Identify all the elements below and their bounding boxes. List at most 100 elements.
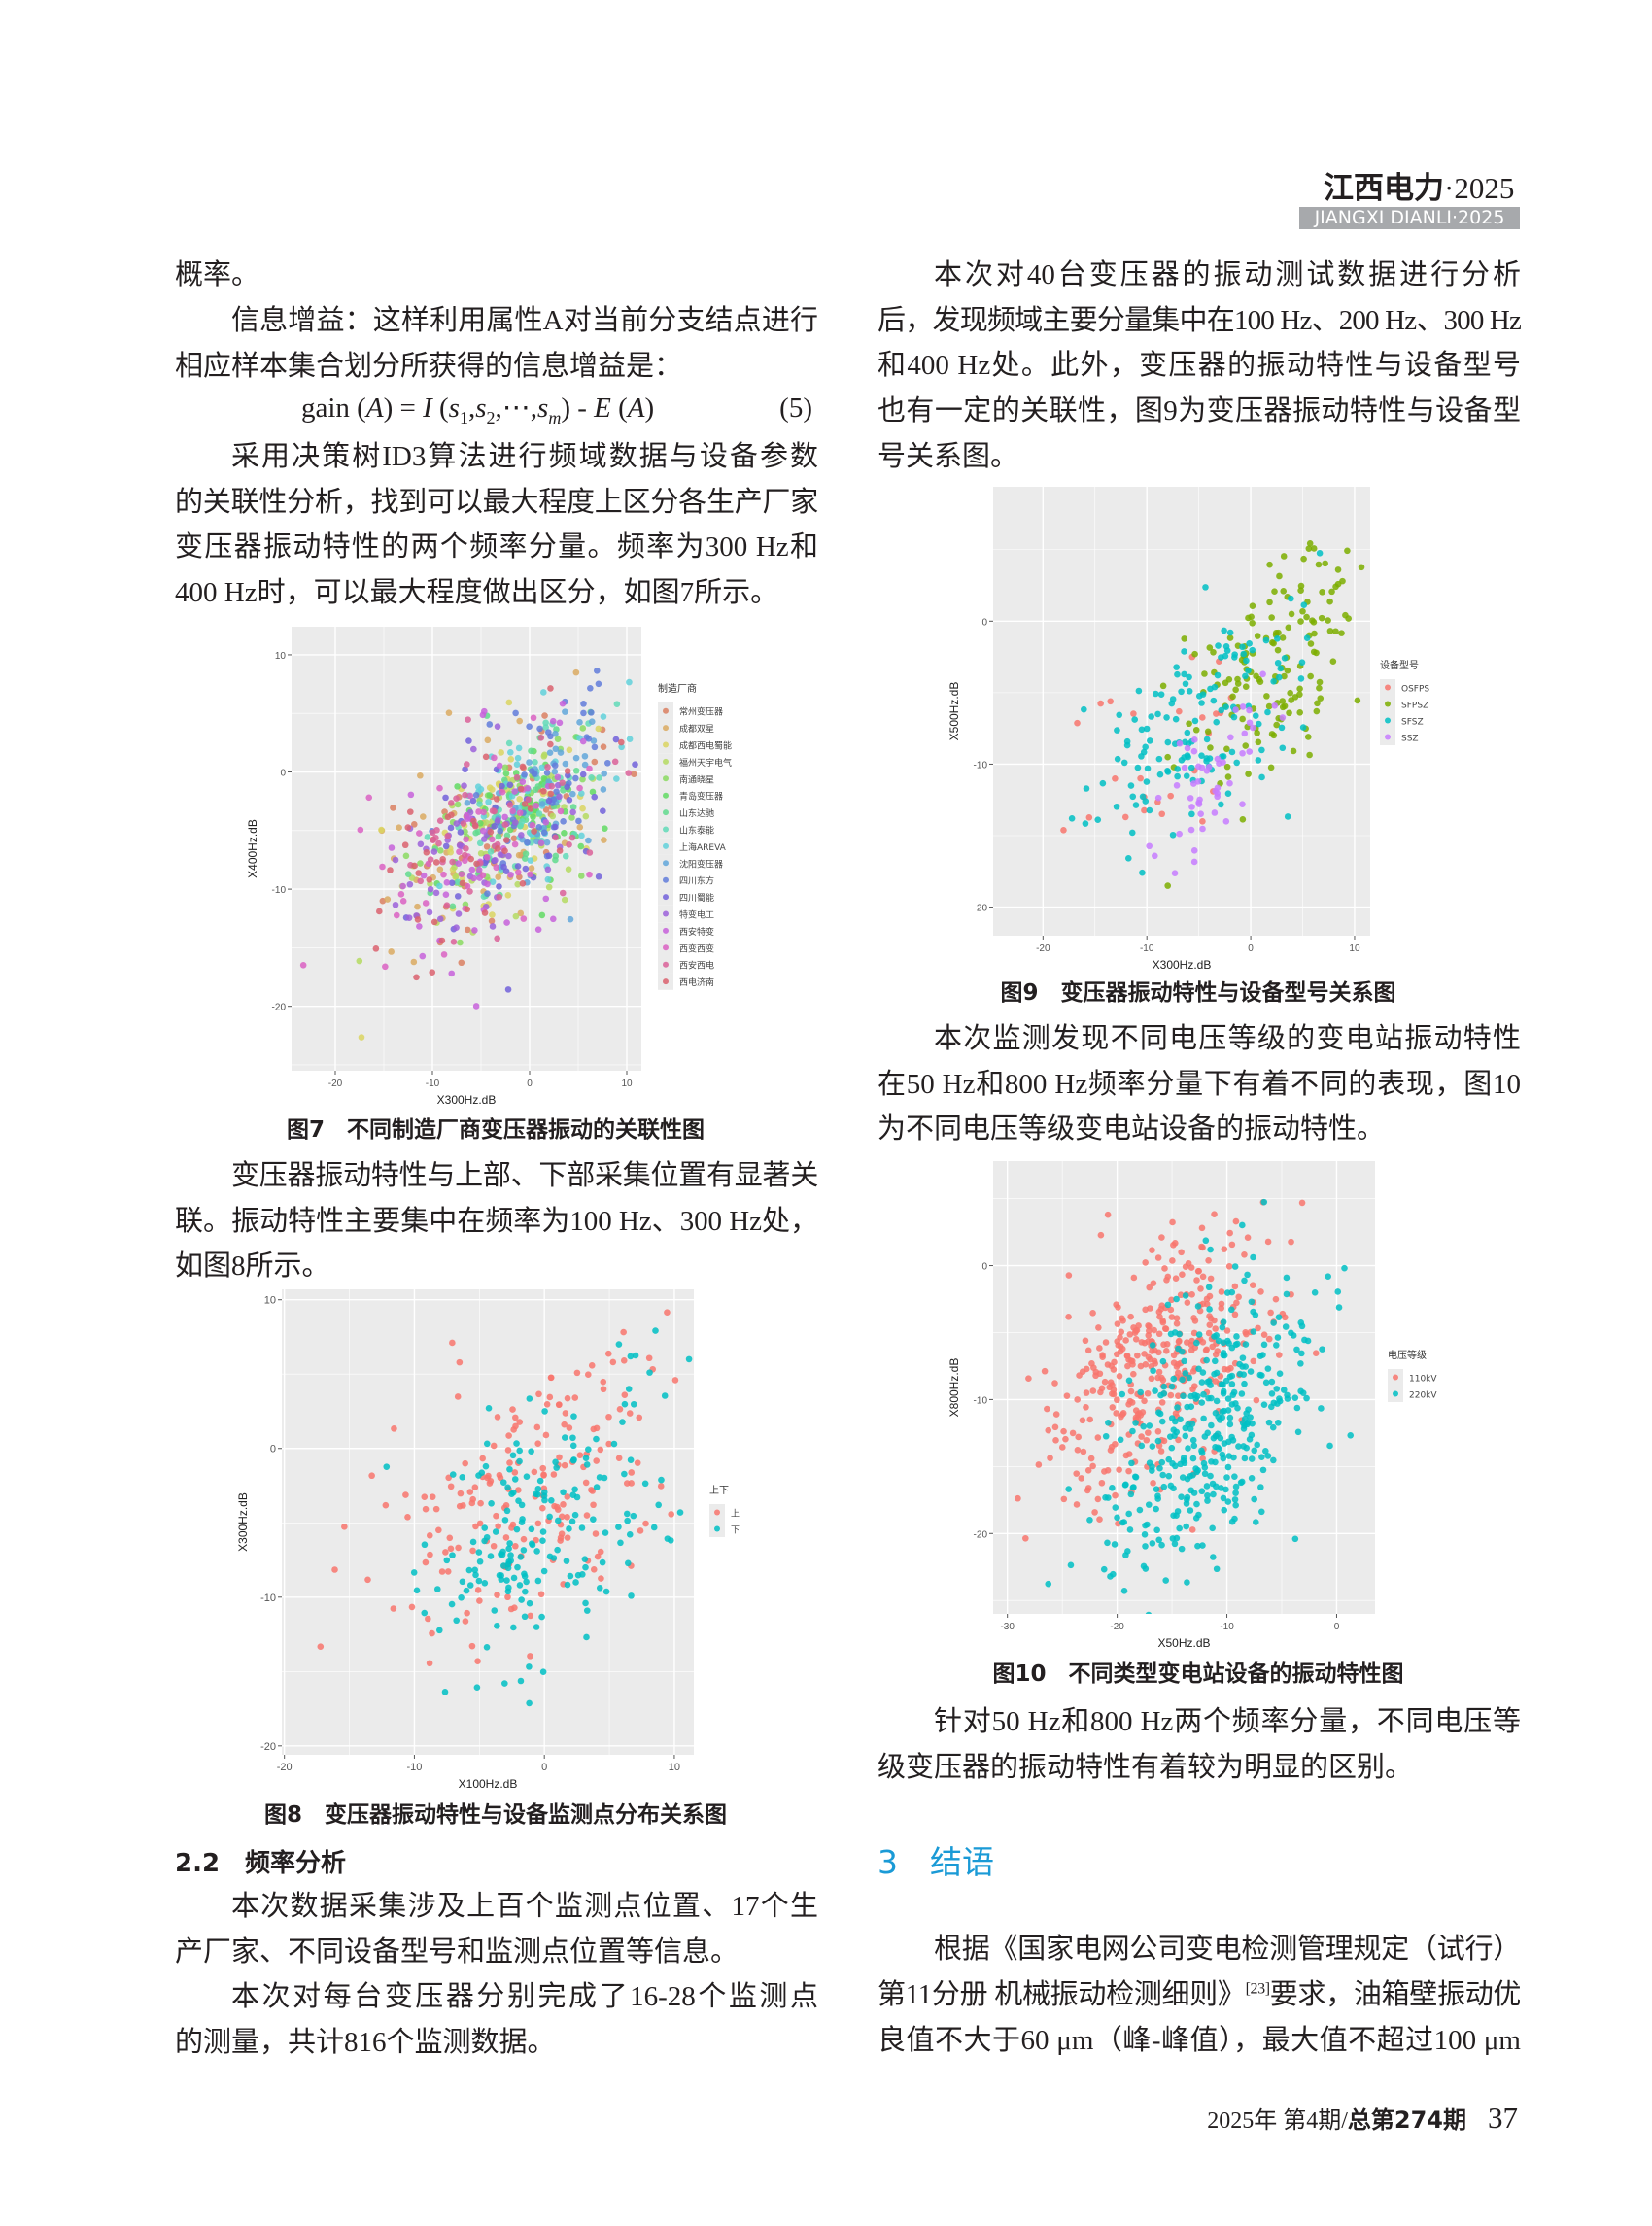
data-point bbox=[1195, 1267, 1203, 1275]
data-point bbox=[1174, 1344, 1181, 1351]
data-point bbox=[524, 784, 532, 792]
data-point bbox=[450, 870, 457, 877]
data-point bbox=[1319, 1346, 1325, 1353]
data-point bbox=[430, 873, 436, 881]
legend-swatch bbox=[1385, 701, 1391, 707]
data-point bbox=[503, 919, 510, 926]
paragraph-line: 和400 Hz处。此外，变压器的振动特性与设备型号 bbox=[878, 350, 1521, 382]
data-point bbox=[1187, 1472, 1194, 1480]
data-point bbox=[556, 843, 564, 851]
data-point bbox=[1132, 1473, 1140, 1481]
data-point bbox=[540, 829, 548, 837]
data-point bbox=[1175, 1369, 1182, 1377]
data-point bbox=[491, 754, 498, 762]
data-point bbox=[502, 868, 510, 874]
data-point bbox=[1156, 1410, 1164, 1418]
data-point bbox=[1127, 1490, 1135, 1498]
data-point bbox=[1214, 671, 1222, 679]
paragraph-line: 级变压器的振动特性有着较为明显的区别。 bbox=[878, 1751, 1414, 1783]
data-point bbox=[518, 851, 525, 859]
data-point bbox=[1190, 780, 1197, 787]
data-point bbox=[1114, 1396, 1120, 1404]
data-point bbox=[1170, 1375, 1178, 1383]
data-point bbox=[1200, 1390, 1207, 1398]
data-point bbox=[1220, 1381, 1226, 1388]
data-point bbox=[1022, 1534, 1029, 1542]
data-point bbox=[379, 863, 386, 871]
data-point bbox=[1347, 1432, 1355, 1439]
data-point bbox=[1060, 1427, 1067, 1435]
data-point bbox=[1184, 1496, 1190, 1503]
data-point bbox=[1233, 759, 1240, 767]
data-point bbox=[1223, 745, 1230, 753]
legend-label: 青岛变压器 bbox=[679, 791, 723, 803]
data-point bbox=[1198, 777, 1205, 785]
data-point bbox=[547, 794, 555, 802]
data-point bbox=[528, 789, 535, 797]
data-point bbox=[1015, 1494, 1021, 1502]
data-point bbox=[408, 1603, 416, 1611]
data-point bbox=[517, 1677, 525, 1685]
data-point bbox=[562, 808, 568, 815]
data-point bbox=[536, 734, 543, 741]
data-point bbox=[1189, 1436, 1197, 1444]
data-point bbox=[582, 1455, 590, 1461]
data-point bbox=[1209, 1480, 1217, 1488]
data-point bbox=[1096, 1345, 1103, 1352]
data-point bbox=[489, 807, 497, 814]
data-point bbox=[482, 903, 490, 910]
data-point bbox=[480, 836, 488, 842]
data-point bbox=[1138, 1433, 1145, 1440]
data-point bbox=[1252, 1519, 1259, 1525]
data-point bbox=[1124, 1362, 1131, 1370]
data-point bbox=[1158, 1399, 1166, 1406]
paragraph-line: 相应样本集合划分所获得的信息增益是： bbox=[175, 350, 683, 382]
data-point bbox=[1099, 1352, 1106, 1358]
data-point bbox=[1207, 1315, 1215, 1322]
data-point bbox=[1127, 1357, 1135, 1364]
data-point bbox=[458, 871, 465, 877]
data-point bbox=[492, 805, 499, 812]
data-point bbox=[568, 814, 575, 821]
data-point bbox=[615, 1524, 622, 1530]
data-point bbox=[1096, 1516, 1103, 1524]
data-point bbox=[417, 877, 425, 885]
data-point bbox=[1221, 1340, 1228, 1348]
data-point bbox=[1252, 712, 1259, 719]
data-point bbox=[1239, 801, 1246, 807]
legend-swatch bbox=[663, 707, 669, 714]
data-point bbox=[1129, 793, 1137, 801]
data-point bbox=[475, 1549, 483, 1556]
data-point bbox=[1227, 1364, 1234, 1372]
data-point bbox=[1223, 1474, 1230, 1481]
legend-label: 220kV bbox=[1409, 1391, 1437, 1401]
data-point bbox=[552, 799, 560, 806]
data-point bbox=[1326, 628, 1334, 634]
data-point bbox=[477, 820, 484, 827]
data-point bbox=[530, 813, 536, 821]
data-point bbox=[1299, 607, 1306, 615]
data-point bbox=[569, 804, 577, 810]
data-point bbox=[1191, 717, 1199, 725]
data-point bbox=[1132, 1336, 1140, 1343]
data-point bbox=[1221, 1407, 1227, 1415]
data-point bbox=[685, 1355, 693, 1363]
data-point bbox=[618, 743, 625, 751]
data-point bbox=[1226, 634, 1234, 641]
data-point bbox=[433, 880, 441, 887]
legend-label: SSZ bbox=[1401, 735, 1419, 744]
data-point bbox=[1231, 1263, 1239, 1270]
data-point bbox=[511, 840, 519, 848]
data-point bbox=[472, 1003, 480, 1010]
data-point bbox=[1284, 1391, 1291, 1399]
data-point bbox=[415, 870, 422, 876]
data-point bbox=[1047, 1455, 1053, 1461]
data-point bbox=[1123, 1353, 1131, 1359]
data-point bbox=[1128, 1399, 1136, 1406]
data-point bbox=[1188, 1337, 1195, 1345]
data-point bbox=[1283, 1274, 1291, 1282]
paragraph-line: 针对50 Hz和800 Hz两个频率分量，不同电压等 bbox=[934, 1706, 1521, 1737]
data-point bbox=[533, 1423, 541, 1431]
data-point bbox=[510, 1624, 517, 1631]
data-point bbox=[1173, 1512, 1180, 1520]
